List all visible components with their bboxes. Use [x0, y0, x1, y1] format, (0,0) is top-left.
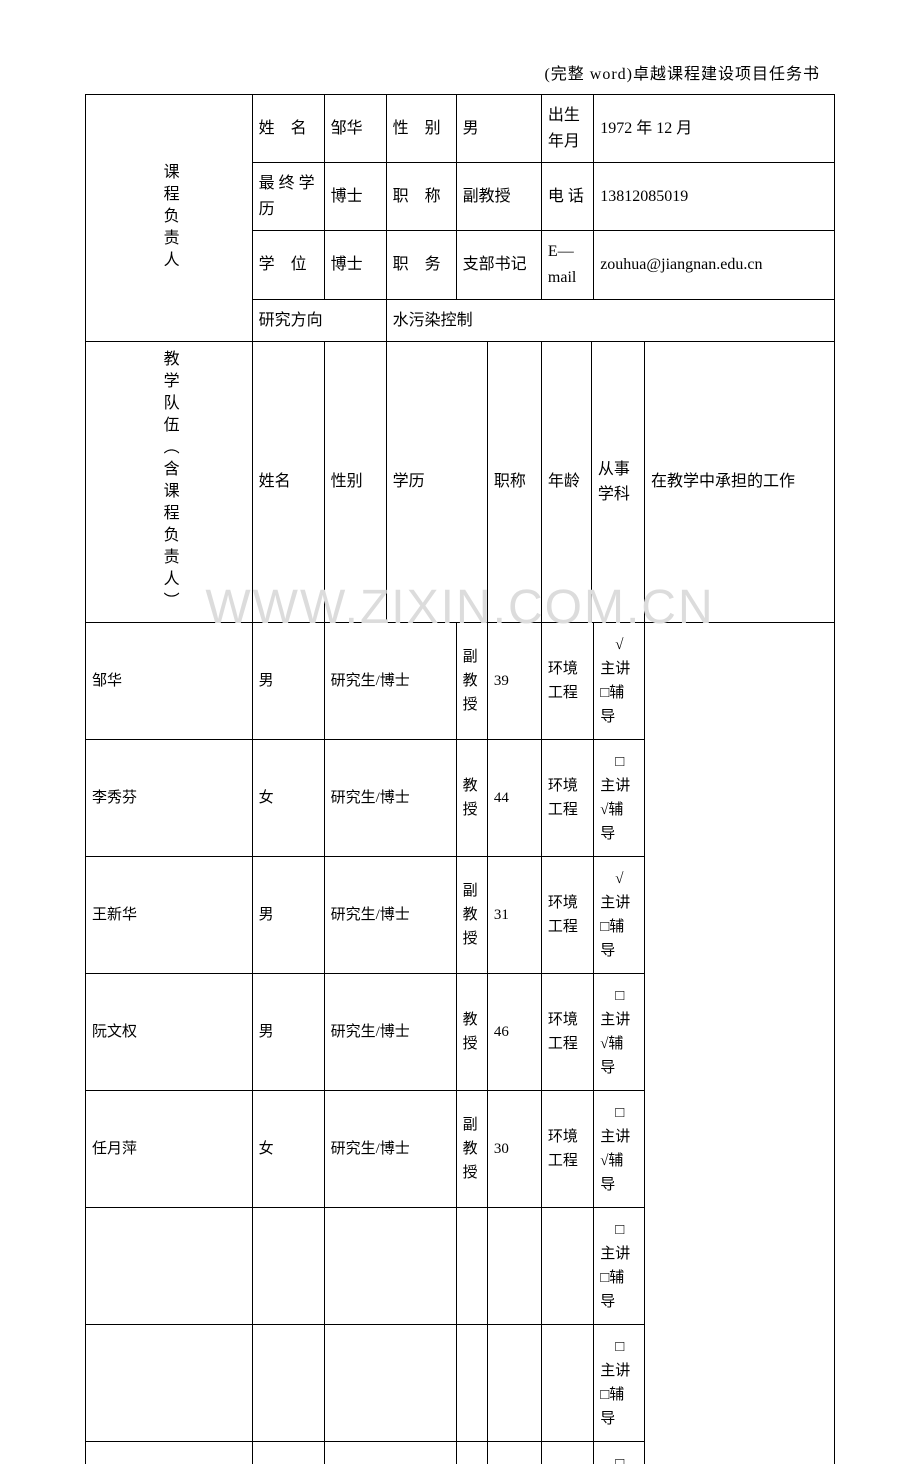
cell-edu: 研究生/博士 [324, 740, 456, 857]
cell-title [456, 1325, 487, 1442]
team-row: 阮文权男研究生/博士教授46环境工程 □主讲 √辅导 [86, 974, 835, 1091]
cell-name: 邹华 [86, 623, 253, 740]
cell-title: 教授 [456, 974, 487, 1091]
team-row: □主讲 □辅导 [86, 1325, 835, 1442]
main-table: 课程负责人 姓 名 邹华 性 别 男 出生年月 1972 年 12 月 最 终 … [85, 94, 835, 1464]
cell-gender: 男 [252, 857, 324, 974]
cell-work: √主讲 □辅导 [594, 857, 645, 974]
cell-subject: 环境工程 [541, 1091, 593, 1208]
cell-work: □主讲 □辅导 [594, 1208, 645, 1325]
cell-edu [324, 1325, 456, 1442]
cell-subject [541, 1325, 593, 1442]
cell-gender [252, 1325, 324, 1442]
cell-gender [252, 1208, 324, 1325]
cell-work: □主讲 □辅导 [594, 1442, 645, 1464]
cell-name [86, 1325, 253, 1442]
leader-name: 邹华 [324, 95, 386, 163]
cell-name: 阮文权 [86, 974, 253, 1091]
team-row: 任月萍女研究生/博士副 教授30环境工程 □主讲 √辅导 [86, 1091, 835, 1208]
cell-age [487, 1325, 541, 1442]
leader-birth: 1972 年 12 月 [594, 95, 835, 163]
duty-label: 职 务 [386, 231, 456, 299]
cell-edu: 研究生/博士 [324, 974, 456, 1091]
th-subject: 从事学科 [591, 342, 644, 623]
cell-age: 30 [487, 1091, 541, 1208]
phone-label: 电 话 [541, 163, 593, 231]
research-label: 研究方向 [252, 299, 386, 342]
leader-title: 副教授 [456, 163, 541, 231]
cell-gender [252, 1442, 324, 1464]
leader-research: 水污染控制 [386, 299, 834, 342]
cell-gender: 女 [252, 740, 324, 857]
th-title: 职称 [487, 342, 541, 623]
team-row: 邹华男研究生/博士副 教授39环境工程 √主讲 □辅导 [86, 623, 835, 740]
team-row: □主讲 □辅导 [86, 1442, 835, 1464]
cell-work: √主讲 □辅导 [594, 623, 645, 740]
cell-age: 46 [487, 974, 541, 1091]
cell-gender: 女 [252, 1091, 324, 1208]
cell-work: □主讲 √辅导 [594, 1091, 645, 1208]
th-edu: 学历 [386, 342, 487, 623]
cell-name [86, 1442, 253, 1464]
cell-age [487, 1208, 541, 1325]
th-work: 在教学中承担的工作 [645, 342, 835, 623]
cell-age: 44 [487, 740, 541, 857]
cell-edu [324, 1442, 456, 1464]
cell-title [456, 1208, 487, 1325]
cell-name: 任月萍 [86, 1091, 253, 1208]
cell-age: 31 [487, 857, 541, 974]
team-section-label: 教学队伍（含课程负责人） [86, 342, 253, 623]
cell-age [487, 1442, 541, 1464]
edu-label: 最 终 学历 [252, 163, 324, 231]
leader-phone: 13812085019 [594, 163, 835, 231]
team-row: 李秀芬女研究生/博士教授44环境工程 □主讲 √辅导 [86, 740, 835, 857]
th-name: 姓名 [252, 342, 324, 623]
cell-gender: 男 [252, 974, 324, 1091]
birth-label: 出生年月 [541, 95, 593, 163]
cell-title: 副 教授 [456, 623, 487, 740]
cell-subject: 环境工程 [541, 974, 593, 1091]
team-row: 王新华男研究生/博士副 教授31环境工程 √主讲 □辅导 [86, 857, 835, 974]
cell-title: 副 教授 [456, 857, 487, 974]
leader-duty: 支部书记 [456, 231, 541, 299]
title-label: 职 称 [386, 163, 456, 231]
email-label: E—mail [541, 231, 593, 299]
cell-title: 教授 [456, 740, 487, 857]
cell-edu [324, 1208, 456, 1325]
cell-subject: 环境工程 [541, 623, 593, 740]
cell-title: 副 教授 [456, 1091, 487, 1208]
cell-gender: 男 [252, 623, 324, 740]
name-label: 姓 名 [252, 95, 324, 163]
page-header: (完整 word)卓越课程建设项目任务书 [0, 0, 920, 94]
degree-label: 学 位 [252, 231, 324, 299]
cell-work: □主讲 √辅导 [594, 974, 645, 1091]
cell-edu: 研究生/博士 [324, 1091, 456, 1208]
cell-name: 王新华 [86, 857, 253, 974]
th-gender: 性别 [324, 342, 386, 623]
gender-label: 性 别 [386, 95, 456, 163]
leader-edu: 博士 [324, 163, 386, 231]
cell-subject: 环境工程 [541, 740, 593, 857]
cell-work: □主讲 √辅导 [594, 740, 645, 857]
leader-gender: 男 [456, 95, 541, 163]
cell-edu: 研究生/博士 [324, 857, 456, 974]
leader-degree: 博士 [324, 231, 386, 299]
leader-section-label: 课程负责人 [86, 95, 253, 342]
team-row: □主讲 □辅导 [86, 1208, 835, 1325]
cell-subject: 环境工程 [541, 857, 593, 974]
cell-title [456, 1442, 487, 1464]
cell-name: 李秀芬 [86, 740, 253, 857]
cell-name [86, 1208, 253, 1325]
cell-work: □主讲 □辅导 [594, 1325, 645, 1442]
cell-subject [541, 1442, 593, 1464]
th-age: 年龄 [541, 342, 591, 623]
cell-subject [541, 1208, 593, 1325]
cell-age: 39 [487, 623, 541, 740]
cell-edu: 研究生/博士 [324, 623, 456, 740]
leader-email: zouhua@jiangnan.edu.cn [594, 231, 835, 299]
